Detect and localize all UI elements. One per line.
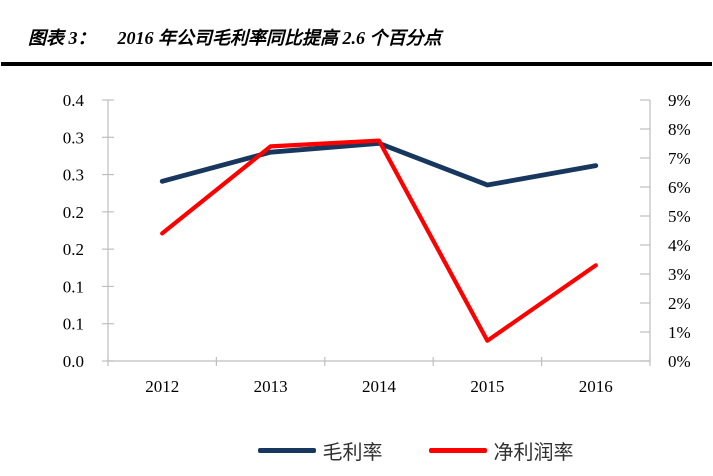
y-axis-left-label: 0.1	[63, 315, 84, 334]
y-axis-right-label: 4%	[668, 236, 691, 255]
chart-legend: 毛利率 净利润率	[0, 436, 713, 465]
y-axis-right-label: 2%	[668, 294, 691, 313]
x-axis-label: 2016	[579, 377, 613, 396]
y-axis-right-label: 1%	[668, 323, 691, 342]
y-axis-right-label: 6%	[668, 178, 691, 197]
y-axis-right-label: 9%	[668, 91, 691, 110]
x-axis-label: 2015	[470, 377, 504, 396]
chart-title: 图表 3： 2016 年公司毛利率同比提高 2.6 个百分点	[28, 24, 442, 50]
y-axis-left-label: 0.4	[63, 91, 85, 110]
gross-margin-line-swatch	[257, 448, 316, 453]
y-axis-right-label: 5%	[668, 207, 691, 226]
y-axis-right-label: 0%	[668, 352, 691, 371]
legend-label-net-margin: 净利润率	[493, 442, 574, 464]
y-axis-left-label: 0.2	[63, 240, 84, 259]
net-margin-line-swatch	[428, 448, 487, 453]
legend-label-gross-margin: 毛利率	[322, 442, 383, 464]
y-axis-left-label: 0.3	[63, 166, 84, 185]
chart-title-text: 2016 年公司毛利率同比提高 2.6 个百分点	[117, 28, 442, 48]
series-line-net-margin	[160, 138, 598, 343]
legend-item-net-margin: 净利润率	[428, 436, 574, 465]
title-underline-rule	[1, 62, 712, 66]
chart-title-index: 图表 3：	[28, 28, 96, 48]
x-axis-label: 2013	[254, 377, 288, 396]
y-axis-left-label: 0.0	[63, 352, 84, 371]
line-chart: 0.4 0.3 0.3 0.2 0.2 0.1 0.1 0.0 9% 8% 7% 6% 5% 4% 3% 2%…	[63, 91, 691, 396]
y-axis-left-label: 0.1	[63, 277, 84, 296]
y-axis-left-label: 0.2	[63, 203, 84, 222]
y-axis-right-label: 8%	[668, 120, 691, 139]
x-axis-label: 2014	[362, 377, 397, 396]
x-axis-label: 2012	[145, 377, 179, 396]
y-axis-right-label: 3%	[668, 265, 691, 284]
y-axis-right-label: 7%	[668, 149, 691, 168]
y-axis-left-label: 0.3	[63, 128, 84, 147]
legend-item-gross-margin: 毛利率	[257, 436, 383, 465]
